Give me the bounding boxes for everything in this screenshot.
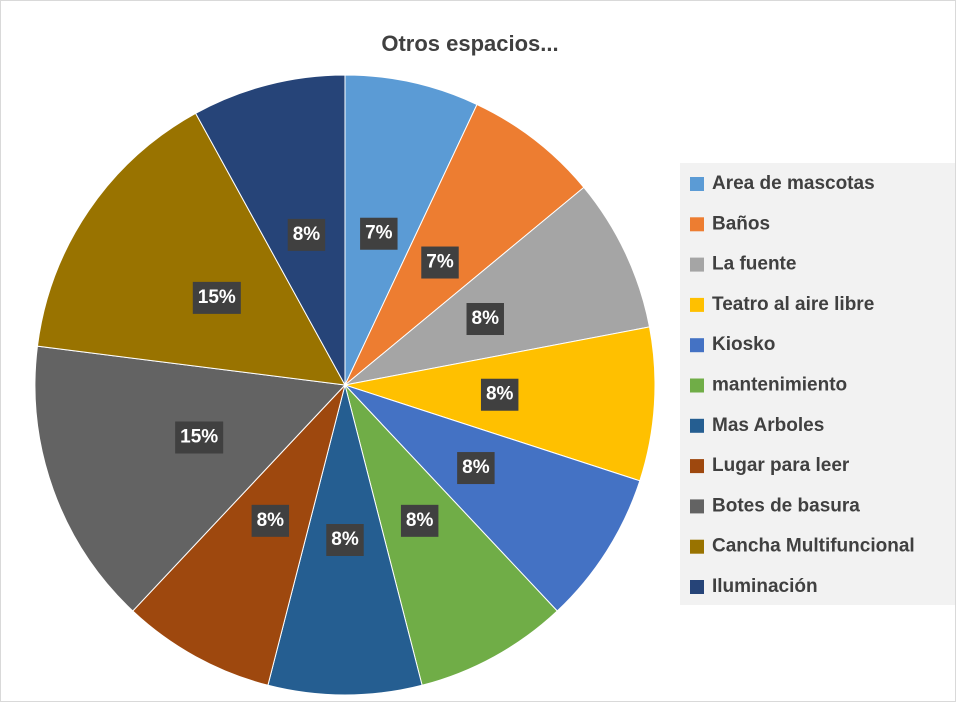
data-label-bg (466, 303, 504, 336)
legend-label: Area de mascotas (712, 173, 875, 194)
data-label: 8% (462, 457, 490, 478)
legend-label: Iluminación (712, 576, 818, 597)
legend-label: Cancha Multifuncional (712, 536, 915, 557)
data-label: 8% (331, 529, 359, 550)
legend-label: Mas Arboles (712, 415, 824, 436)
legend-swatch (690, 539, 704, 554)
legend-label: Baños (712, 213, 770, 234)
legend-box (680, 163, 955, 605)
data-label-bg (421, 246, 459, 279)
data-label-bg (360, 217, 398, 250)
data-label: 8% (257, 510, 285, 531)
data-label: 8% (406, 510, 434, 531)
pie-slice (344, 103, 585, 386)
legend-label: mantenimiento (712, 375, 847, 396)
data-label-bg (400, 504, 439, 537)
chart-title: Otros espacios... (381, 31, 558, 56)
pie-slice (344, 186, 651, 386)
pie-slice (132, 384, 346, 686)
legend-label: Botes de basura (712, 495, 860, 516)
data-label-bg (480, 378, 519, 411)
legend-swatch (690, 177, 704, 191)
pie-slice (344, 384, 558, 686)
pie-slice (36, 112, 346, 386)
legend-swatch (690, 338, 704, 353)
data-label-bg (175, 421, 224, 454)
legend-swatch (690, 580, 704, 594)
pie-slice (34, 345, 347, 612)
data-label: 15% (180, 427, 218, 448)
legend-swatch (690, 418, 704, 433)
pie-slice (194, 74, 346, 386)
legend-swatch (690, 257, 704, 272)
legend-swatch (690, 378, 704, 393)
legend-label: Teatro al aire libre (712, 294, 874, 315)
legend-swatch (690, 297, 704, 312)
data-label: 7% (426, 252, 454, 273)
data-label-bg (457, 452, 495, 485)
legend-label: La fuente (712, 254, 796, 275)
legend-label: Lugar para leer (712, 455, 850, 476)
legend-swatch (690, 459, 704, 474)
data-label: 15% (198, 287, 236, 308)
data-label-bg (251, 504, 290, 537)
legend-swatch (690, 499, 704, 514)
data-label-bg (326, 524, 364, 556)
pie-slice (344, 384, 641, 612)
pie-slice (344, 74, 478, 386)
data-label: 8% (293, 224, 321, 245)
legend-label: Kiosko (712, 334, 775, 355)
data-label: 8% (472, 308, 500, 329)
data-label: 8% (486, 384, 514, 405)
data-label-bg (287, 218, 326, 251)
data-label: 7% (365, 223, 393, 244)
legend-swatch (690, 217, 704, 232)
data-label-bg (192, 281, 241, 314)
